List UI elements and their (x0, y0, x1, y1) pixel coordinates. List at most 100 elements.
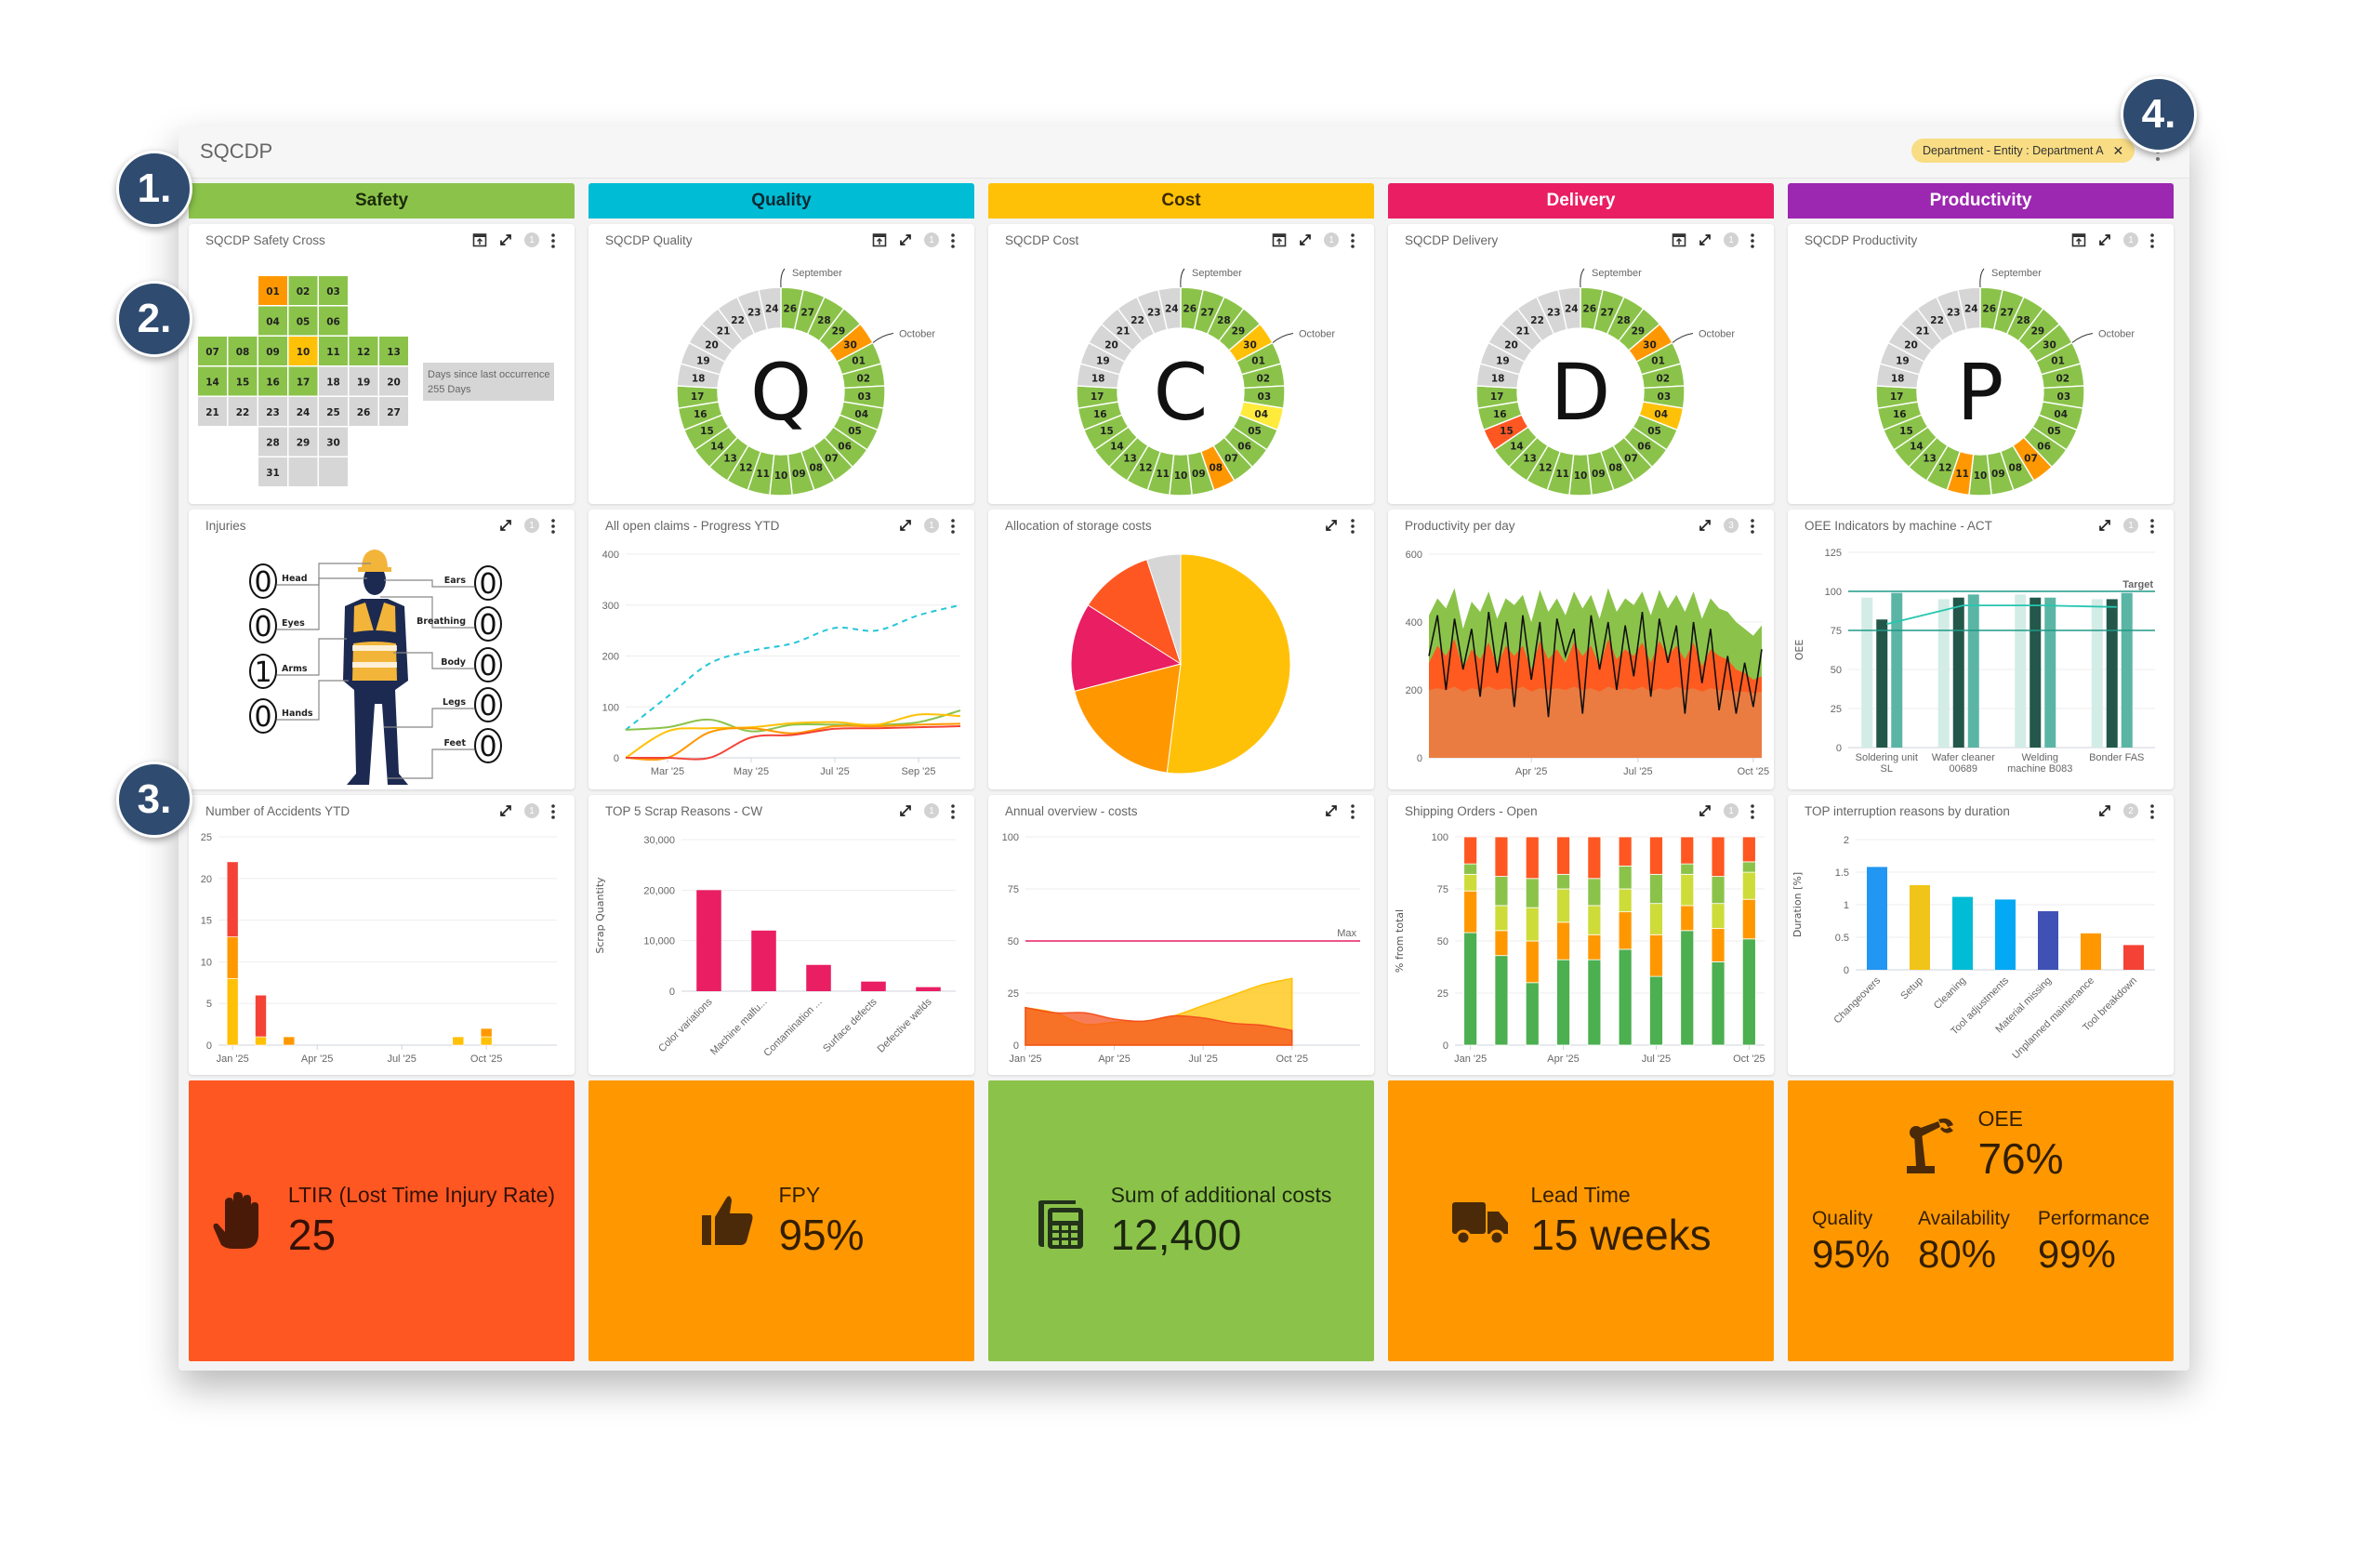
bar-segment (1618, 865, 1633, 890)
export-icon[interactable] (1672, 232, 1686, 247)
bar (1876, 619, 1888, 748)
kpi-tile-delivery[interactable]: Lead Time 15 weeks (1388, 1080, 1774, 1361)
more-options-icon[interactable] (1750, 518, 1765, 534)
bar-segment (1494, 836, 1509, 877)
more-options-icon[interactable] (2149, 232, 2164, 248)
day-label: 03 (1658, 391, 1672, 403)
notification-badge[interactable]: 1 (524, 518, 539, 533)
chart-safety-2: 0 5 10 15 20 25 Jan '25 Apr '25 Jul '25 Oct '25 (201, 832, 557, 1065)
y-tick-label: 100 (1432, 832, 1448, 843)
column-header-safety[interactable]: Safety (189, 183, 575, 219)
kpi-tile-safety[interactable]: LTIR (Lost Time Injury Rate) 25 (189, 1080, 575, 1361)
export-icon[interactable] (2071, 232, 2086, 247)
day-label: 10 (1974, 470, 1988, 482)
notification-badge[interactable]: 1 (524, 232, 539, 247)
more-options-icon[interactable] (2149, 518, 2164, 534)
day-label: 05 (2047, 426, 2061, 437)
bar-segment (1649, 836, 1663, 875)
kpi-tile-cost[interactable]: Sum of additional costs 12,400 (988, 1080, 1374, 1361)
widget-header: SQCDP Cost 1 (988, 224, 1374, 256)
calendar-day-label: 03 (326, 286, 340, 298)
more-options-icon[interactable] (1350, 518, 1365, 534)
notification-badge[interactable]: 3 (1724, 518, 1739, 533)
widget-toolbar: 1 (1672, 232, 1765, 248)
export-icon[interactable] (472, 232, 487, 247)
calendar-day-cell (288, 276, 318, 305)
bar-segment (1556, 959, 1570, 1046)
widget-title: SQCDP Quality (605, 232, 693, 247)
bar-segment (1618, 888, 1633, 913)
bar-segment (1741, 861, 1756, 873)
chart-cost-2: 0 25 50 75 100 Jan '25 Apr '25 Jul '25 Oct '25 Ma… (1002, 832, 1360, 1065)
day-label: 01 (852, 356, 866, 367)
notification-badge[interactable]: 1 (1724, 232, 1739, 247)
more-options-icon[interactable] (1350, 803, 1365, 819)
expand-icon[interactable] (498, 232, 513, 247)
column-header-quality[interactable]: Quality (588, 183, 974, 219)
expand-icon[interactable] (1698, 232, 1712, 247)
series-line (625, 713, 961, 759)
more-options-icon[interactable] (550, 232, 565, 248)
more-options-icon[interactable] (1350, 232, 1365, 248)
y-tick-label: 2 (1844, 835, 1849, 846)
kpi-value: 15 weeks (1530, 1210, 1712, 1259)
kpi-tile-productivity[interactable]: OEE 76% Quality 95% Availability 80% Performan… (1788, 1080, 2174, 1361)
day-label: 20 (1904, 339, 1918, 351)
notification-badge[interactable]: 1 (524, 803, 539, 818)
injury-count-circle (474, 647, 502, 682)
expand-icon[interactable] (498, 803, 513, 818)
notification-badge[interactable]: 1 (2123, 518, 2138, 533)
notification-badge[interactable]: 1 (924, 232, 939, 247)
kpi-main: LTIR (Lost Time Injury Rate) 25 (208, 1183, 555, 1260)
more-options-icon[interactable] (2149, 803, 2164, 819)
more-options-icon[interactable] (950, 518, 965, 534)
day-label: 08 (2008, 463, 2022, 474)
expand-svg (1326, 520, 1337, 531)
filter-chip[interactable]: Department - Entity : Department A ✕ (1911, 139, 2135, 163)
notification-badge[interactable]: 2 (2123, 803, 2138, 818)
kpi-tile-quality[interactable]: FPY 95% (588, 1080, 974, 1361)
expand-icon[interactable] (1698, 518, 1712, 533)
bar-segment (1494, 930, 1509, 957)
bar-segment (1711, 960, 1726, 1046)
expand-icon[interactable] (2097, 518, 2112, 533)
notification-badge[interactable]: 1 (1324, 232, 1339, 247)
more-options-icon[interactable] (550, 518, 565, 534)
step-marker-3: 3. (116, 762, 192, 838)
column-header-productivity[interactable]: Productivity (1788, 183, 2174, 219)
expand-icon[interactable] (1698, 803, 1712, 818)
expand-icon[interactable] (898, 232, 913, 247)
column-header-cost[interactable]: Cost (988, 183, 1374, 219)
column-header-delivery[interactable]: Delivery (1388, 183, 1774, 219)
more-options-icon[interactable] (950, 232, 965, 248)
y-tick-label: 1.5 (1835, 868, 1849, 879)
expand-icon[interactable] (1324, 803, 1339, 818)
notification-badge[interactable]: 1 (924, 803, 939, 818)
more-options-icon[interactable] (950, 803, 965, 819)
day-label: 01 (1251, 356, 1265, 367)
widget-toolbar: 3 (1698, 518, 1765, 534)
calendar-day-label: 01 (266, 286, 280, 298)
notification-badge[interactable]: 1 (1724, 803, 1739, 818)
day-label: 06 (838, 441, 852, 452)
kebab-svg (1351, 519, 1355, 534)
expand-icon[interactable] (1298, 232, 1313, 247)
expand-icon[interactable] (498, 518, 513, 533)
export-icon[interactable] (1272, 232, 1287, 247)
expand-icon[interactable] (2097, 803, 2112, 818)
close-icon[interactable]: ✕ (2112, 142, 2124, 158)
day-label: 27 (1200, 308, 1214, 319)
expand-icon[interactable] (898, 518, 913, 533)
more-options-icon[interactable] (1750, 232, 1765, 248)
day-label: 30 (2043, 339, 2056, 351)
export-icon[interactable] (872, 232, 887, 247)
notification-badge[interactable]: 1 (2123, 232, 2138, 247)
expand-icon[interactable] (2097, 232, 2112, 247)
notification-badge[interactable]: 1 (924, 518, 939, 533)
expand-icon[interactable] (898, 803, 913, 818)
expand-icon[interactable] (1324, 518, 1339, 533)
more-options-icon[interactable] (550, 803, 565, 819)
widget-toolbar: 1 (872, 232, 965, 248)
more-options-icon[interactable] (1750, 803, 1765, 819)
